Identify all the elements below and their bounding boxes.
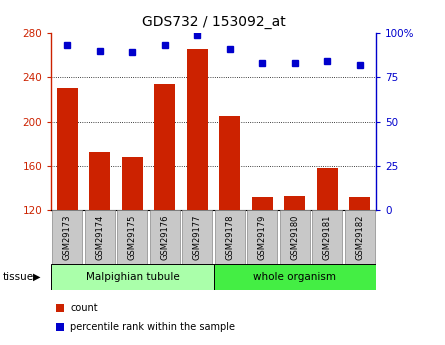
- Bar: [284, 196, 305, 210]
- Text: percentile rank within the sample: percentile rank within the sample: [70, 322, 235, 332]
- Title: GDS732 / 153092_at: GDS732 / 153092_at: [142, 15, 286, 29]
- Bar: [150, 210, 180, 264]
- Text: Malpighian tubule: Malpighian tubule: [85, 272, 179, 282]
- Text: GSM29181: GSM29181: [323, 215, 332, 260]
- Text: GSM29182: GSM29182: [355, 215, 364, 260]
- Bar: [247, 210, 277, 264]
- Bar: [317, 168, 338, 210]
- Bar: [122, 157, 143, 210]
- Text: GSM29175: GSM29175: [128, 215, 137, 260]
- Text: GSM29177: GSM29177: [193, 215, 202, 260]
- Bar: [57, 88, 78, 210]
- Bar: [154, 84, 175, 210]
- Bar: [219, 116, 240, 210]
- Bar: [89, 151, 110, 210]
- Bar: [187, 49, 208, 210]
- Bar: [53, 210, 82, 264]
- Text: GSM29180: GSM29180: [290, 215, 299, 260]
- Text: count: count: [70, 303, 98, 313]
- Bar: [349, 197, 370, 210]
- Text: tissue: tissue: [2, 272, 33, 282]
- Text: GSM29179: GSM29179: [258, 215, 267, 260]
- Text: GSM29176: GSM29176: [160, 215, 170, 260]
- Bar: [345, 210, 375, 264]
- Text: ▶: ▶: [32, 272, 40, 282]
- Bar: [214, 264, 376, 290]
- Bar: [51, 264, 214, 290]
- Text: GSM29178: GSM29178: [225, 215, 235, 260]
- Bar: [85, 210, 115, 264]
- Bar: [215, 210, 245, 264]
- Text: GSM29174: GSM29174: [95, 215, 105, 260]
- Text: GSM29173: GSM29173: [63, 215, 72, 260]
- Text: whole organism: whole organism: [253, 272, 336, 282]
- Bar: [280, 210, 310, 264]
- Bar: [117, 210, 147, 264]
- Bar: [312, 210, 342, 264]
- Bar: [182, 210, 212, 264]
- Bar: [252, 197, 273, 210]
